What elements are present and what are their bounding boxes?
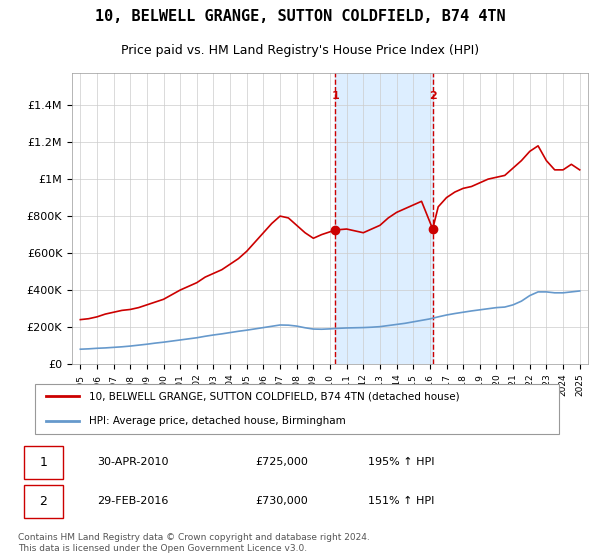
Text: £725,000: £725,000 [255,457,308,467]
FancyBboxPatch shape [23,446,63,479]
Text: 2: 2 [429,91,437,101]
Text: Contains HM Land Registry data © Crown copyright and database right 2024.
This d: Contains HM Land Registry data © Crown c… [18,533,370,553]
Text: 195% ↑ HPI: 195% ↑ HPI [368,457,434,467]
FancyBboxPatch shape [23,485,63,517]
Text: 30-APR-2010: 30-APR-2010 [97,457,169,467]
Text: HPI: Average price, detached house, Birmingham: HPI: Average price, detached house, Birm… [89,416,346,426]
Text: 10, BELWELL GRANGE, SUTTON COLDFIELD, B74 4TN: 10, BELWELL GRANGE, SUTTON COLDFIELD, B7… [95,10,505,24]
Text: £730,000: £730,000 [255,496,308,506]
Text: 2: 2 [40,494,47,508]
Text: 29-FEB-2016: 29-FEB-2016 [97,496,169,506]
Text: 10, BELWELL GRANGE, SUTTON COLDFIELD, B74 4TN (detached house): 10, BELWELL GRANGE, SUTTON COLDFIELD, B7… [89,391,460,402]
Bar [335,73,433,364]
Text: 151% ↑ HPI: 151% ↑ HPI [368,496,434,506]
Text: 1: 1 [332,91,340,101]
Text: 1: 1 [40,456,47,469]
FancyBboxPatch shape [35,384,559,434]
Text: Price paid vs. HM Land Registry's House Price Index (HPI): Price paid vs. HM Land Registry's House … [121,44,479,57]
